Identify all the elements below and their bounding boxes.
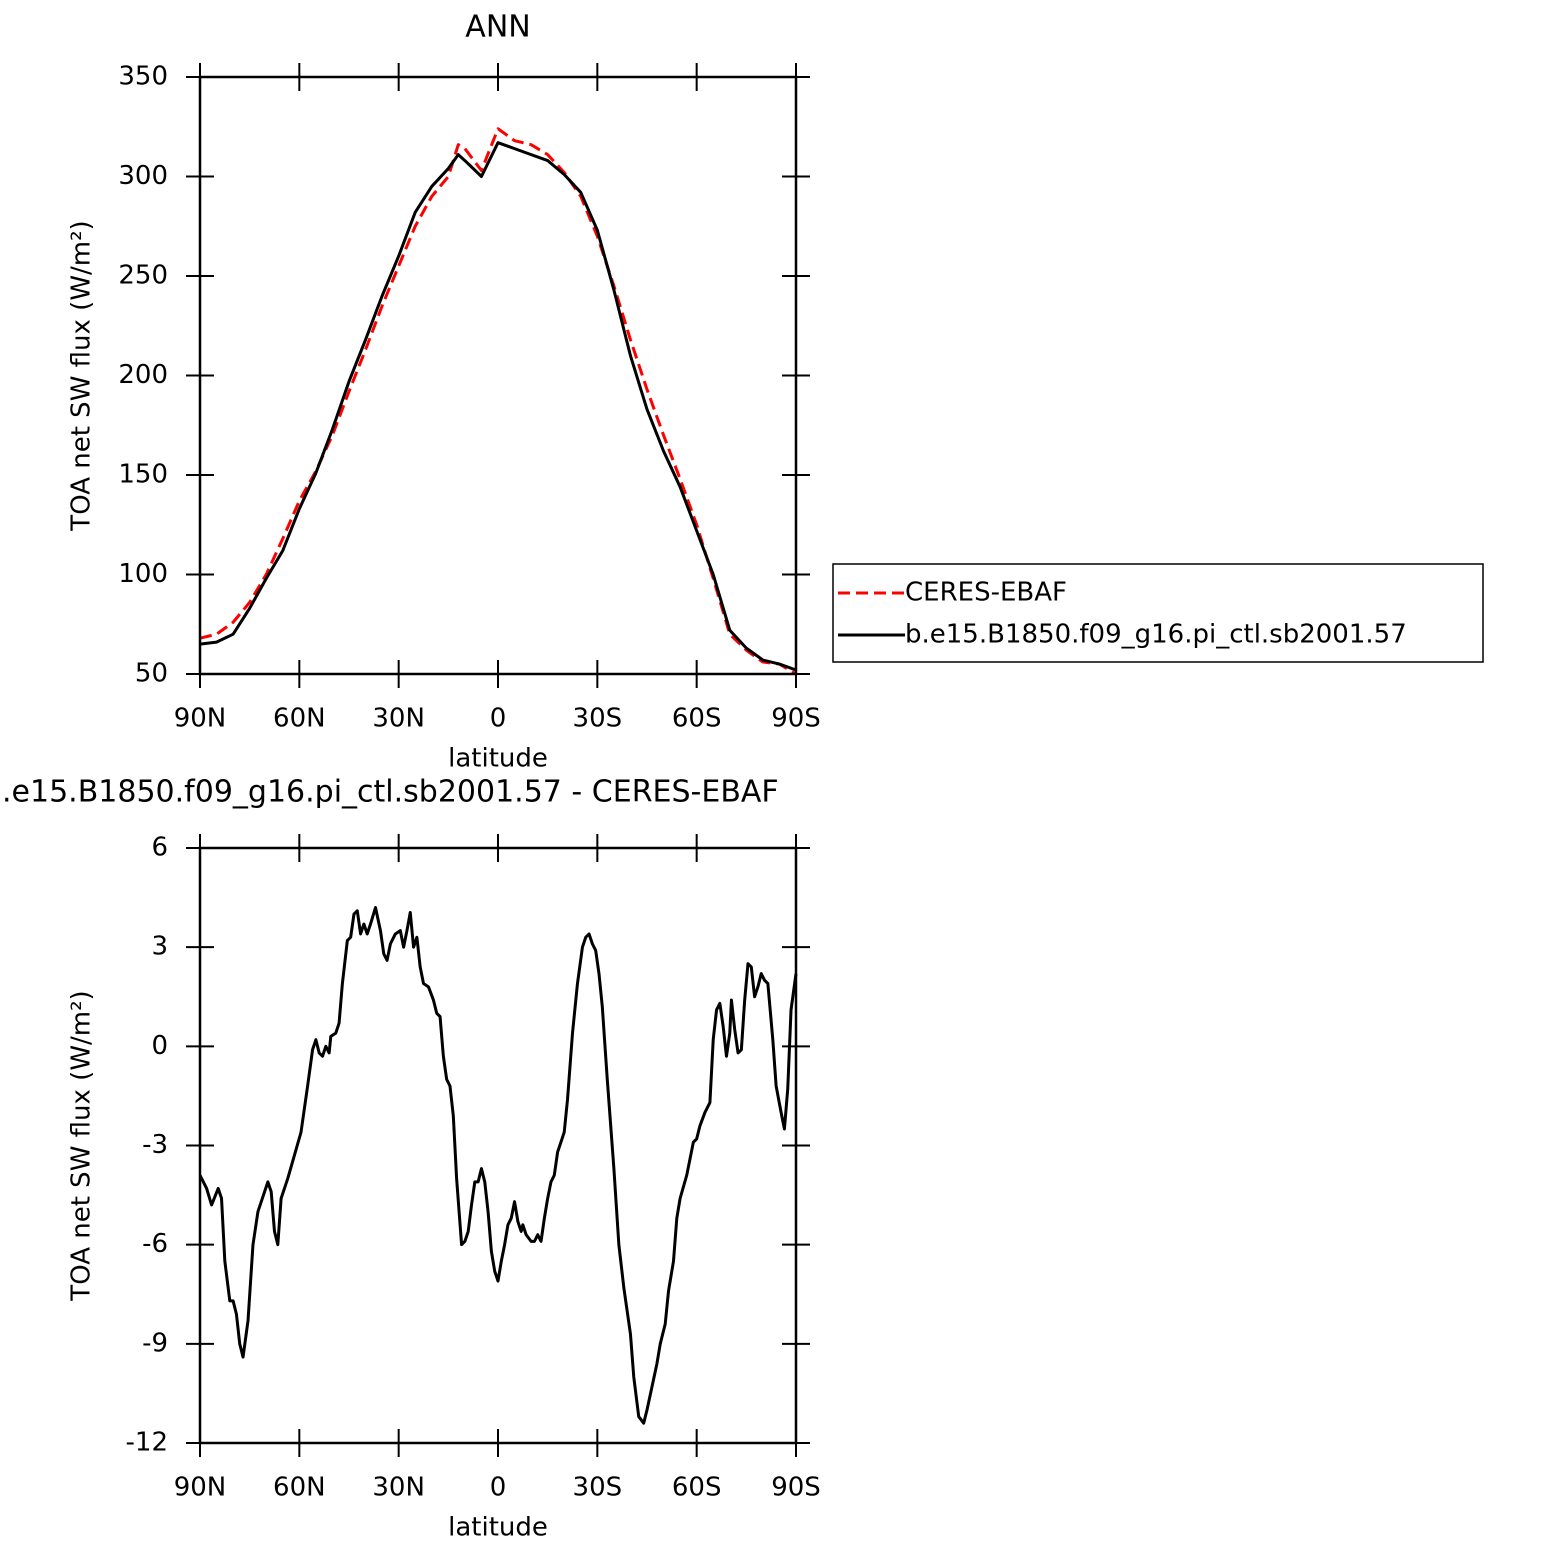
x-axis-label: latitude	[448, 744, 548, 774]
data-line	[199, 127, 797, 676]
y-tick-label: 200	[118, 360, 168, 390]
plot-frame	[198, 846, 798, 1445]
x-tick-label: 90S	[771, 1473, 821, 1503]
x-tick-label: 90N	[174, 704, 227, 734]
y-tick-label: -9	[142, 1328, 168, 1358]
x-tick-label: 60S	[672, 704, 722, 734]
x-tick-label: 30S	[573, 704, 623, 734]
y-axis-label: TOA net SW flux (W/m²)	[67, 220, 97, 531]
x-tick-label: 0	[490, 1473, 507, 1503]
y-axis-label: TOA net SW flux (W/m²)	[67, 990, 97, 1301]
y-tick-label: 300	[118, 161, 168, 191]
x-axis-label: latitude	[448, 1513, 548, 1543]
y-tick-label: 50	[135, 659, 168, 689]
y-tick-label: 350	[118, 62, 168, 92]
x-tick-label: 30S	[573, 1473, 623, 1503]
y-tick-label: -12	[126, 1428, 168, 1458]
x-tick-label: 0	[490, 704, 507, 734]
y-tick-label: 3	[151, 932, 168, 962]
data-line	[198, 906, 798, 1425]
x-tick-label: 90N	[174, 1473, 227, 1503]
x-tick-label: 90S	[771, 704, 821, 734]
legend-label: b.e15.B1850.f09_g16.pi_ctl.sb2001.57	[905, 620, 1407, 650]
plot-frame	[198, 75, 798, 676]
y-tick-label: 0	[151, 1031, 168, 1061]
y-tick-label: -6	[142, 1229, 168, 1259]
x-tick-label: 30N	[372, 704, 425, 734]
y-tick-label: 150	[118, 460, 168, 490]
y-tick-label: 250	[118, 261, 168, 291]
y-tick-label: -3	[142, 1130, 168, 1160]
legend-box	[832, 563, 1484, 663]
chart-title: ANN	[465, 10, 530, 45]
chart-title: .e15.B1850.f09_g16.pi_ctl.sb2001.57 - CE…	[2, 775, 779, 810]
x-tick-label: 60N	[273, 1473, 326, 1503]
x-tick-label: 60N	[273, 704, 326, 734]
x-tick-label: 30N	[372, 1473, 425, 1503]
y-tick-label: 6	[151, 833, 168, 863]
legend-label: CERES-EBAF	[905, 578, 1067, 608]
x-tick-label: 60S	[672, 1473, 722, 1503]
data-line	[199, 141, 797, 672]
y-tick-label: 100	[118, 559, 168, 589]
